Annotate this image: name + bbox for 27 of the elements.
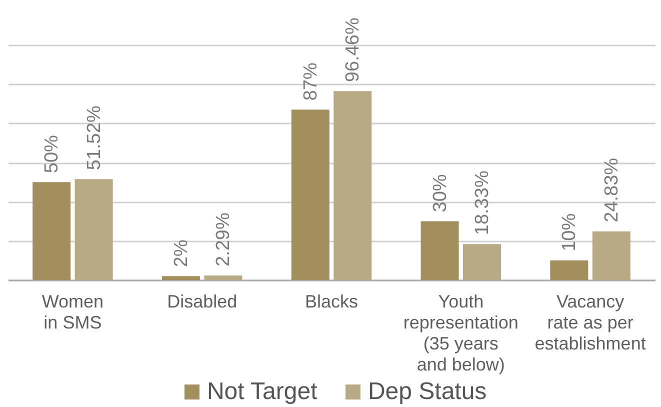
data-label: 51.52% [84, 106, 105, 170]
legend-label: Not Target [206, 378, 318, 405]
bar [204, 276, 242, 280]
bar [334, 91, 372, 280]
x-tick-label: Women in SMS [42, 292, 104, 332]
data-label: 18.33% [472, 170, 494, 236]
data-label: 2% [170, 240, 192, 268]
bar [550, 260, 588, 280]
data-label: 10% [559, 213, 580, 252]
data-label: 2.29% [213, 212, 234, 267]
bar [162, 276, 200, 280]
bar [592, 231, 630, 280]
bar [32, 182, 71, 280]
data-label: 96.46% [342, 18, 364, 82]
bar [74, 179, 113, 280]
data-label: 50% [42, 134, 63, 174]
x-tick-label: Youth representation (35 years and below) [403, 292, 518, 374]
x-tick-label: Disabled [167, 292, 238, 312]
legend-label: Dep Status [368, 378, 487, 405]
data-label: 87% [300, 62, 322, 101]
x-tick-label: Vacancy rate as per establishment [534, 292, 646, 354]
data-label: 30% [430, 174, 451, 212]
bar [291, 110, 330, 280]
data-label: 24.83% [601, 158, 622, 222]
bar [420, 221, 459, 280]
bar [463, 244, 502, 280]
x-tick-label: Blacks [304, 292, 358, 312]
